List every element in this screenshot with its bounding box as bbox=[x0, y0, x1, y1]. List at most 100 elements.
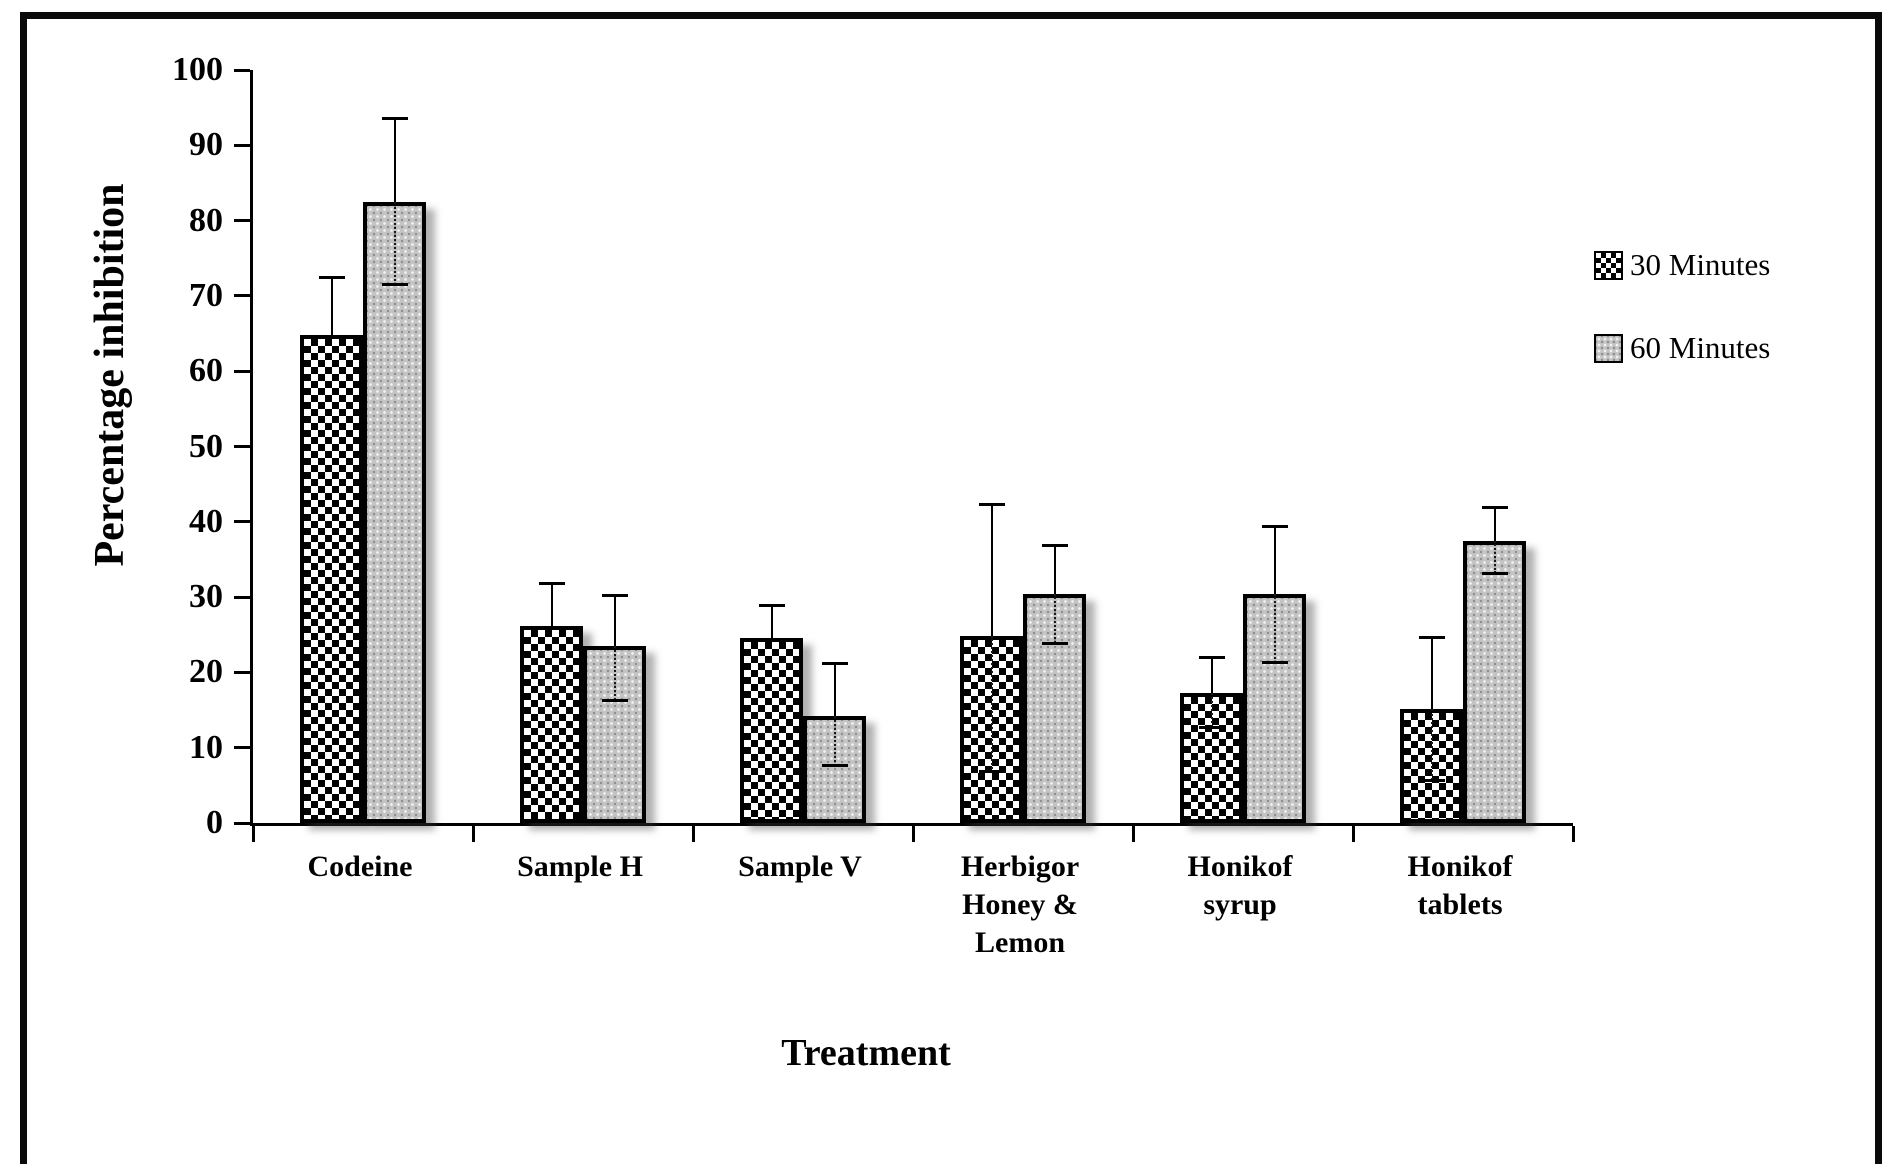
x-axis-title: Treatment bbox=[781, 1032, 951, 1074]
error-whisker-lower-60-minutes-sample-v bbox=[833, 716, 836, 766]
error-whisker-upper-60-minutes-honikof-syrup bbox=[1273, 526, 1276, 595]
y-axis-tick-60 bbox=[234, 369, 250, 373]
x-axis-tick-5 bbox=[1351, 826, 1355, 842]
x-label-codeine: Codeine bbox=[250, 848, 470, 886]
y-axis-tick-label-70: 70 bbox=[189, 276, 223, 314]
x-label-line: tablets bbox=[1417, 888, 1503, 921]
x-axis-tick-4 bbox=[1131, 826, 1135, 842]
bar-group-herbigor-honey-lemon bbox=[913, 70, 1133, 823]
bar-30-minutes-sample-h bbox=[520, 625, 583, 823]
x-label-sample-v: Sample V bbox=[690, 848, 910, 886]
error-cap-upper-60-minutes-honikof-tablets bbox=[1481, 506, 1508, 509]
error-cap-lower-30-minutes-honikof-syrup bbox=[1198, 725, 1225, 729]
error-whisker-upper-30-minutes-sample-v bbox=[770, 605, 773, 638]
error-cap-lower-60-minutes-sample-v bbox=[821, 764, 848, 768]
error-whisker-upper-30-minutes-codeine bbox=[330, 277, 333, 336]
bar-group-honikof-tablets bbox=[1353, 70, 1573, 823]
error-cap-upper-30-minutes-honikof-syrup bbox=[1198, 655, 1225, 659]
bar-30-minutes-sample-v bbox=[740, 637, 803, 823]
x-label-line: syrup bbox=[1203, 888, 1277, 921]
legend-swatch-60-minutes bbox=[1594, 333, 1623, 363]
error-whisker-lower-60-minutes-herbigor-honey-lemon bbox=[1053, 594, 1056, 644]
y-axis-tick-0 bbox=[234, 821, 250, 825]
y-axis-tick-100 bbox=[234, 68, 250, 72]
error-cap-lower-60-minutes-honikof-syrup bbox=[1261, 661, 1288, 665]
bar-group-sample-v bbox=[693, 70, 913, 823]
x-label-herbigor-honey-lemon: Herbigor Honey & Lemon bbox=[910, 848, 1130, 962]
y-axis-tick-label-0: 0 bbox=[206, 804, 223, 841]
legend-swatch-30-minutes bbox=[1594, 250, 1623, 280]
error-cap-lower-60-minutes-codeine bbox=[381, 283, 408, 287]
y-axis-tick-label-50: 50 bbox=[189, 427, 223, 465]
error-cap-lower-30-minutes-herbigor-honey-lemon bbox=[978, 770, 1005, 774]
error-whisker-lower-30-minutes-honikof-tablets bbox=[1430, 708, 1433, 781]
legend-label-30-minutes: 30 Minutes bbox=[1630, 247, 1771, 282]
x-label-line: Honikof bbox=[1407, 850, 1513, 883]
y-axis-tick-50 bbox=[234, 445, 250, 448]
x-axis-tick-6 bbox=[1571, 826, 1575, 842]
error-cap-lower-30-minutes-honikof-tablets bbox=[1418, 778, 1445, 782]
bar-60-minutes-honikof-tablets bbox=[1463, 541, 1526, 823]
error-whisker-lower-60-minutes-codeine bbox=[393, 201, 396, 285]
error-whisker-upper-60-minutes-herbigor-honey-lemon bbox=[1053, 545, 1056, 595]
bar-group-honikof-syrup bbox=[1133, 70, 1353, 823]
error-cap-upper-30-minutes-herbigor-honey-lemon bbox=[978, 502, 1005, 506]
y-axis-tick-label-80: 80 bbox=[189, 201, 223, 239]
x-label-line: Honey & bbox=[962, 888, 1078, 921]
error-cap-upper-60-minutes-sample-v bbox=[821, 661, 848, 665]
x-label-sample-h: Sample H bbox=[470, 848, 690, 886]
y-axis-tick-label-30: 30 bbox=[189, 578, 223, 616]
error-whisker-upper-30-minutes-sample-h bbox=[550, 583, 553, 626]
legend-label-60-minutes: 60 Minutes bbox=[1630, 330, 1771, 365]
x-label-honikof-tablets: Honikof tablets bbox=[1350, 848, 1570, 924]
x-label-line: Sample H bbox=[517, 850, 643, 883]
y-axis-tick-label-40: 40 bbox=[189, 502, 223, 540]
error-whisker-lower-60-minutes-honikof-syrup bbox=[1273, 594, 1276, 663]
y-axis-tick-label-10: 10 bbox=[189, 728, 223, 766]
y-axis-tick-label-90: 90 bbox=[189, 126, 223, 164]
error-whisker-upper-30-minutes-honikof-tablets bbox=[1430, 637, 1433, 709]
error-whisker-lower-60-minutes-sample-h bbox=[613, 646, 616, 701]
x-label-line: Honikof bbox=[1187, 850, 1293, 883]
y-axis-tick-90 bbox=[234, 143, 250, 147]
error-cap-upper-30-minutes-sample-v bbox=[758, 603, 785, 607]
bar-group-sample-h bbox=[473, 70, 693, 823]
y-axis-tick-label-20: 20 bbox=[189, 653, 223, 691]
y-axis-tick-40 bbox=[234, 520, 250, 524]
x-label-line: Sample V bbox=[738, 850, 862, 883]
legend: 30 Minutes 60 Minutes bbox=[1594, 247, 1771, 414]
error-whisker-upper-60-minutes-sample-h bbox=[613, 595, 616, 647]
legend-entry-60-minutes: 60 Minutes bbox=[1594, 330, 1771, 365]
error-whisker-upper-60-minutes-sample-v bbox=[833, 663, 836, 717]
y-axis-tick-label-100: 100 bbox=[172, 51, 223, 88]
y-axis-tick-70 bbox=[234, 294, 250, 298]
x-axis-tick-0 bbox=[251, 826, 255, 842]
plot-area: 0 10 20 30 40 50 60 70 80 90 100 bbox=[172, 51, 1575, 842]
error-cap-upper-30-minutes-codeine bbox=[318, 275, 345, 279]
y-axis-tick-label-60: 60 bbox=[189, 352, 223, 390]
y-axis-tick-10 bbox=[234, 746, 250, 750]
bar-60-minutes-codeine bbox=[363, 201, 426, 823]
error-cap-lower-60-minutes-honikof-tablets bbox=[1481, 571, 1508, 575]
error-whisker-upper-60-minutes-codeine bbox=[393, 118, 396, 202]
error-whisker-upper-60-minutes-honikof-tablets bbox=[1493, 507, 1496, 542]
y-axis-tick-30 bbox=[234, 595, 250, 599]
x-label-honikof-syrup: Honikof syrup bbox=[1130, 848, 1350, 924]
error-cap-upper-60-minutes-sample-h bbox=[601, 594, 628, 598]
error-whisker-upper-30-minutes-honikof-syrup bbox=[1210, 657, 1213, 693]
legend-entry-30-minutes: 30 Minutes bbox=[1594, 247, 1771, 282]
error-cap-upper-60-minutes-codeine bbox=[381, 117, 408, 121]
error-whisker-upper-30-minutes-herbigor-honey-lemon bbox=[990, 504, 993, 637]
error-cap-lower-60-minutes-herbigor-honey-lemon bbox=[1041, 641, 1068, 645]
error-whisker-lower-60-minutes-honikof-tablets bbox=[1493, 541, 1496, 574]
bar-group-codeine bbox=[253, 70, 473, 823]
bar-30-minutes-codeine bbox=[300, 335, 363, 823]
error-cap-upper-30-minutes-honikof-tablets bbox=[1418, 635, 1445, 639]
error-whisker-lower-30-minutes-herbigor-honey-lemon bbox=[990, 636, 993, 772]
error-whisker-lower-30-minutes-honikof-syrup bbox=[1210, 692, 1213, 728]
x-axis-tick-2 bbox=[691, 826, 695, 842]
x-label-line: Codeine bbox=[307, 850, 413, 883]
y-axis-tick-80 bbox=[234, 219, 250, 223]
x-label-line: Herbigor bbox=[960, 850, 1080, 883]
